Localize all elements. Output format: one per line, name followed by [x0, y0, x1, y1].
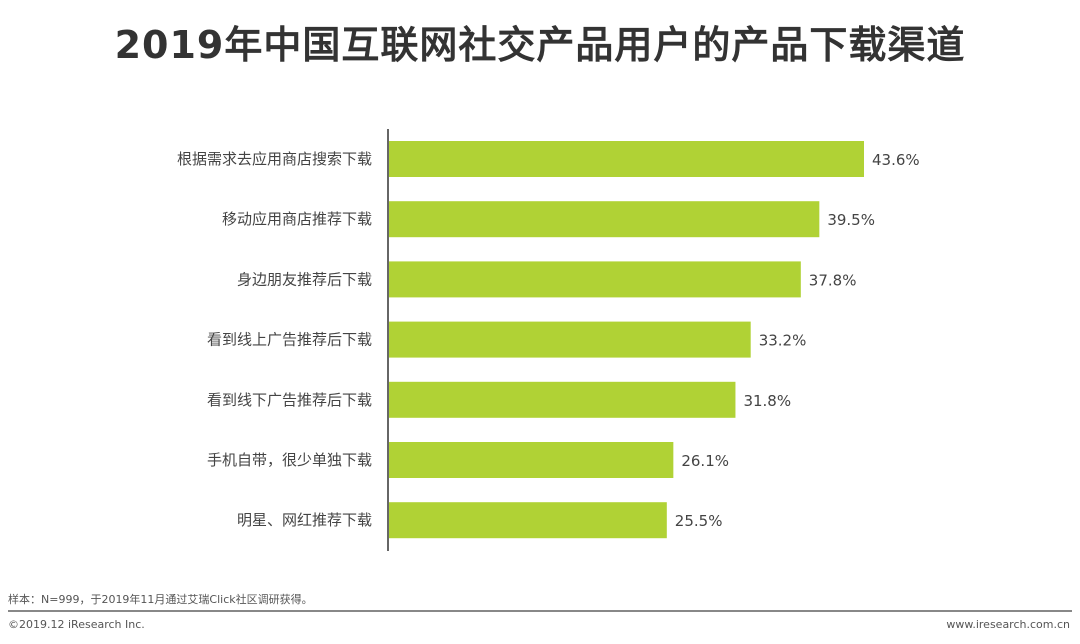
category-label: 手机自带，很少单独下载 [207, 451, 372, 469]
bar-chart: 根据需求去应用商店搜索下载 43.6% 移动应用商店推荐下载 39.5% 身边朋友推荐后… [177, 129, 920, 551]
category-label: 看到线上广告推荐后下载 [207, 331, 372, 349]
category-label: 看到线下广告推荐后下载 [207, 391, 372, 409]
value-label: 25.5% [675, 512, 723, 530]
chart-title: 2019年中国互联网社交产品用户的产品下载渠道 [114, 23, 966, 67]
bar [389, 261, 801, 298]
value-label: 39.5% [827, 211, 875, 229]
bar [389, 141, 864, 177]
category-label: 根据需求去应用商店搜索下载 [177, 150, 372, 168]
value-label: 33.2% [759, 332, 807, 350]
bar [389, 502, 667, 539]
bar [389, 442, 674, 478]
value-label: 31.8% [743, 392, 791, 410]
bar [389, 381, 736, 418]
value-label: 43.6% [872, 151, 920, 169]
bar [389, 321, 751, 358]
category-label: 身边朋友推荐后下载 [237, 270, 372, 288]
footer-divider [8, 610, 1072, 612]
bar [389, 201, 820, 238]
copyright: ©2019.12 iResearch Inc. [8, 618, 145, 631]
category-label: 移动应用商店推荐下载 [222, 210, 372, 228]
value-label: 26.1% [681, 452, 729, 470]
category-label: 明星、网红推荐下载 [237, 511, 372, 529]
website-link[interactable]: www.iresearch.com.cn [946, 618, 1070, 631]
sample-note: 样本：N=999，于2019年11月通过艾瑞Click社区调研获得。 [8, 593, 313, 606]
value-label: 37.8% [809, 271, 857, 289]
